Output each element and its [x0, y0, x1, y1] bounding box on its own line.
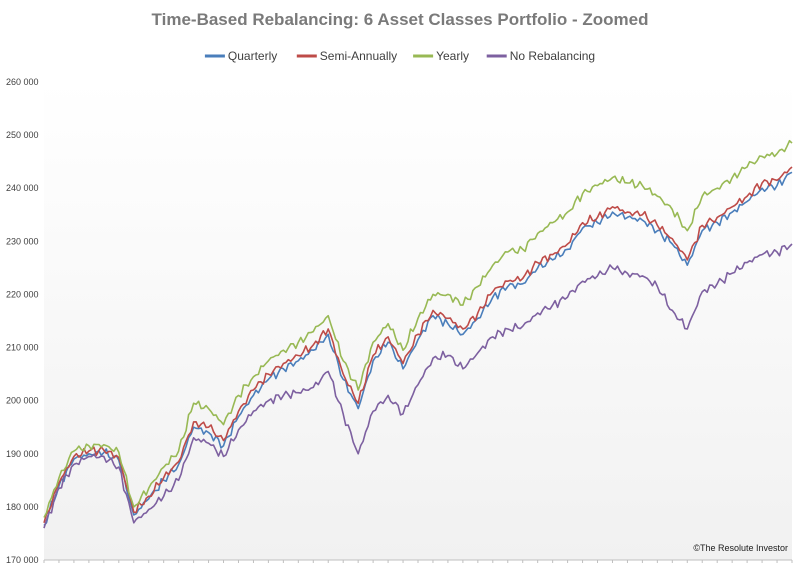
series-line-no-rebalancing [43, 243, 793, 529]
series-line-semi-annually [43, 166, 793, 524]
legend: Quarterly Semi-Annually Yearly No Rebalanci… [204, 49, 595, 63]
legend-label-yearly: Yearly [436, 49, 469, 63]
legend-label-no-rebalancing: No Rebalancing [510, 49, 595, 63]
series-line-yearly [43, 139, 793, 518]
y-tick-label: 210 000 [6, 343, 39, 353]
series-group [43, 139, 793, 529]
y-tick-label: 190 000 [6, 449, 39, 459]
y-tick-label: 240 000 [6, 183, 39, 193]
y-tick-label: 220 000 [6, 289, 39, 299]
y-tick-label: 260 000 [6, 77, 39, 87]
y-tick-label: 230 000 [6, 236, 39, 246]
legend-label-quarterly: Quarterly [228, 49, 277, 63]
y-tick-label: 250 000 [6, 130, 39, 140]
legend-label-semi-annually: Semi-Annually [320, 49, 397, 63]
y-tick-label: 180 000 [6, 502, 39, 512]
y-tick-label: 170 000 [6, 555, 39, 563]
chart-title: Time-Based Rebalancing: 6 Asset Classes … [152, 10, 649, 29]
copyright-label: ©The Resolute Investor [693, 543, 788, 553]
y-tick-label: 200 000 [6, 396, 39, 406]
y-axis: 170 000 180 000 190 000 200 000 210 000 220 0… [6, 77, 39, 563]
